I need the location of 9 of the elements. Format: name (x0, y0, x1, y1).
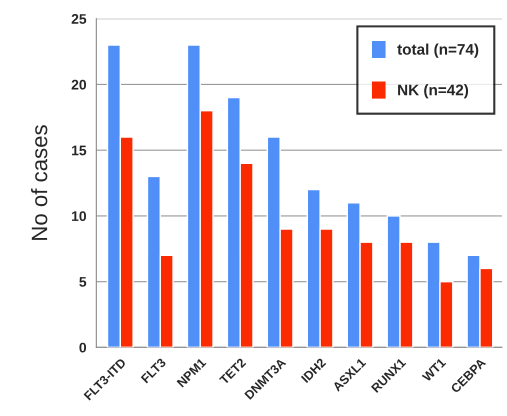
y-axis-title: No of cases (31, 125, 48, 240)
y-tick-label: 5 (79, 277, 86, 287)
y-tick-label: 25 (72, 14, 86, 24)
y-tick-label: 20 (72, 80, 86, 90)
y-tick-label: 0 (79, 342, 86, 353)
legend-label: NK (n=42) (398, 84, 468, 98)
y-tick-label: 10 (72, 211, 86, 222)
legend-label: total (n=74) (397, 44, 478, 58)
y-tick-label: 15 (72, 146, 86, 156)
